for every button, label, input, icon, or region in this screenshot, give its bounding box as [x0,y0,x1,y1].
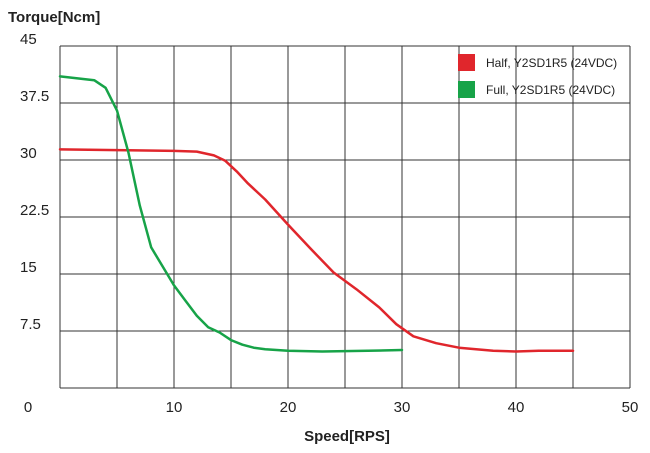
y-axis-label: Torque[Ncm] [8,9,100,26]
y-tick-label: 37.5 [20,88,49,105]
y-tick-label: 30 [20,145,37,162]
series-line [58,148,575,353]
x-tick-label: 30 [394,399,411,416]
y-tick-label: 7.5 [20,316,41,333]
x-tick-label: 10 [166,399,183,416]
series-line [58,75,404,353]
legend-swatch [458,81,475,98]
y-tick-label: 45 [20,31,37,48]
x-tick-label: 50 [622,399,639,416]
legend-label: Half, Y2SD1R5 (24VDC) [486,56,617,70]
legend: Half, Y2SD1R5 (24VDC) Full, Y2SD1R5 (24VD… [458,54,617,98]
legend-label: Full, Y2SD1R5 (24VDC) [486,83,615,97]
x-tick-label: 0 [24,399,32,416]
x-tick-label: 20 [280,399,297,416]
series-lines [58,75,575,353]
x-axis-label: Speed[RPS] [304,428,390,445]
y-tick-label: 15 [20,259,37,276]
grid [59,45,631,389]
tick-labels: 0 10 20 30 40 50 7.5 15 22.5 30 37.5 45 [20,31,638,416]
legend-swatch [458,54,475,71]
y-tick-label: 22.5 [20,202,49,219]
x-tick-label: 40 [508,399,525,416]
